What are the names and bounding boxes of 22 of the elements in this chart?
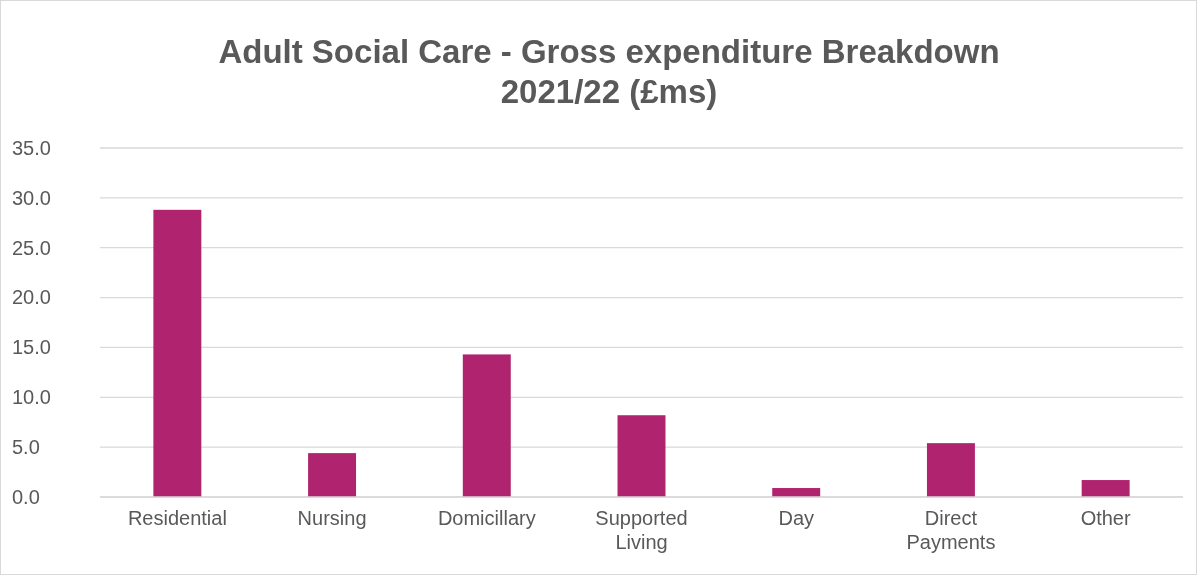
chart-title: Adult Social Care - Gross expenditure Breakdown 2021/22 (£ms)	[218, 33, 1000, 110]
y-tick-label: 0.0	[12, 485, 40, 508]
x-tick-label: Domicillary	[437, 507, 536, 530]
bar	[926, 443, 975, 497]
y-tick-label: 5.0	[12, 436, 40, 459]
y-tick-label: 30.0	[12, 186, 51, 209]
x-tick-label: Supported Living	[595, 507, 688, 554]
x-tick-label: Direct Payments	[906, 507, 996, 554]
x-tick-label: Residential	[127, 507, 227, 530]
bar	[308, 453, 357, 497]
x-tick-label: Other	[1080, 507, 1131, 530]
x-tick-label: Nursing	[297, 507, 367, 530]
x-tick-label: Day	[778, 507, 814, 530]
bar	[617, 415, 666, 497]
bar	[1081, 480, 1130, 497]
y-tick-label: 10.0	[12, 386, 51, 409]
bar	[153, 209, 202, 497]
y-tick-label: 25.0	[12, 236, 51, 259]
y-tick-label: 15.0	[12, 336, 51, 359]
y-tick-label: 35.0	[12, 136, 51, 159]
bar	[462, 354, 511, 497]
y-tick-label: 20.0	[12, 286, 51, 309]
